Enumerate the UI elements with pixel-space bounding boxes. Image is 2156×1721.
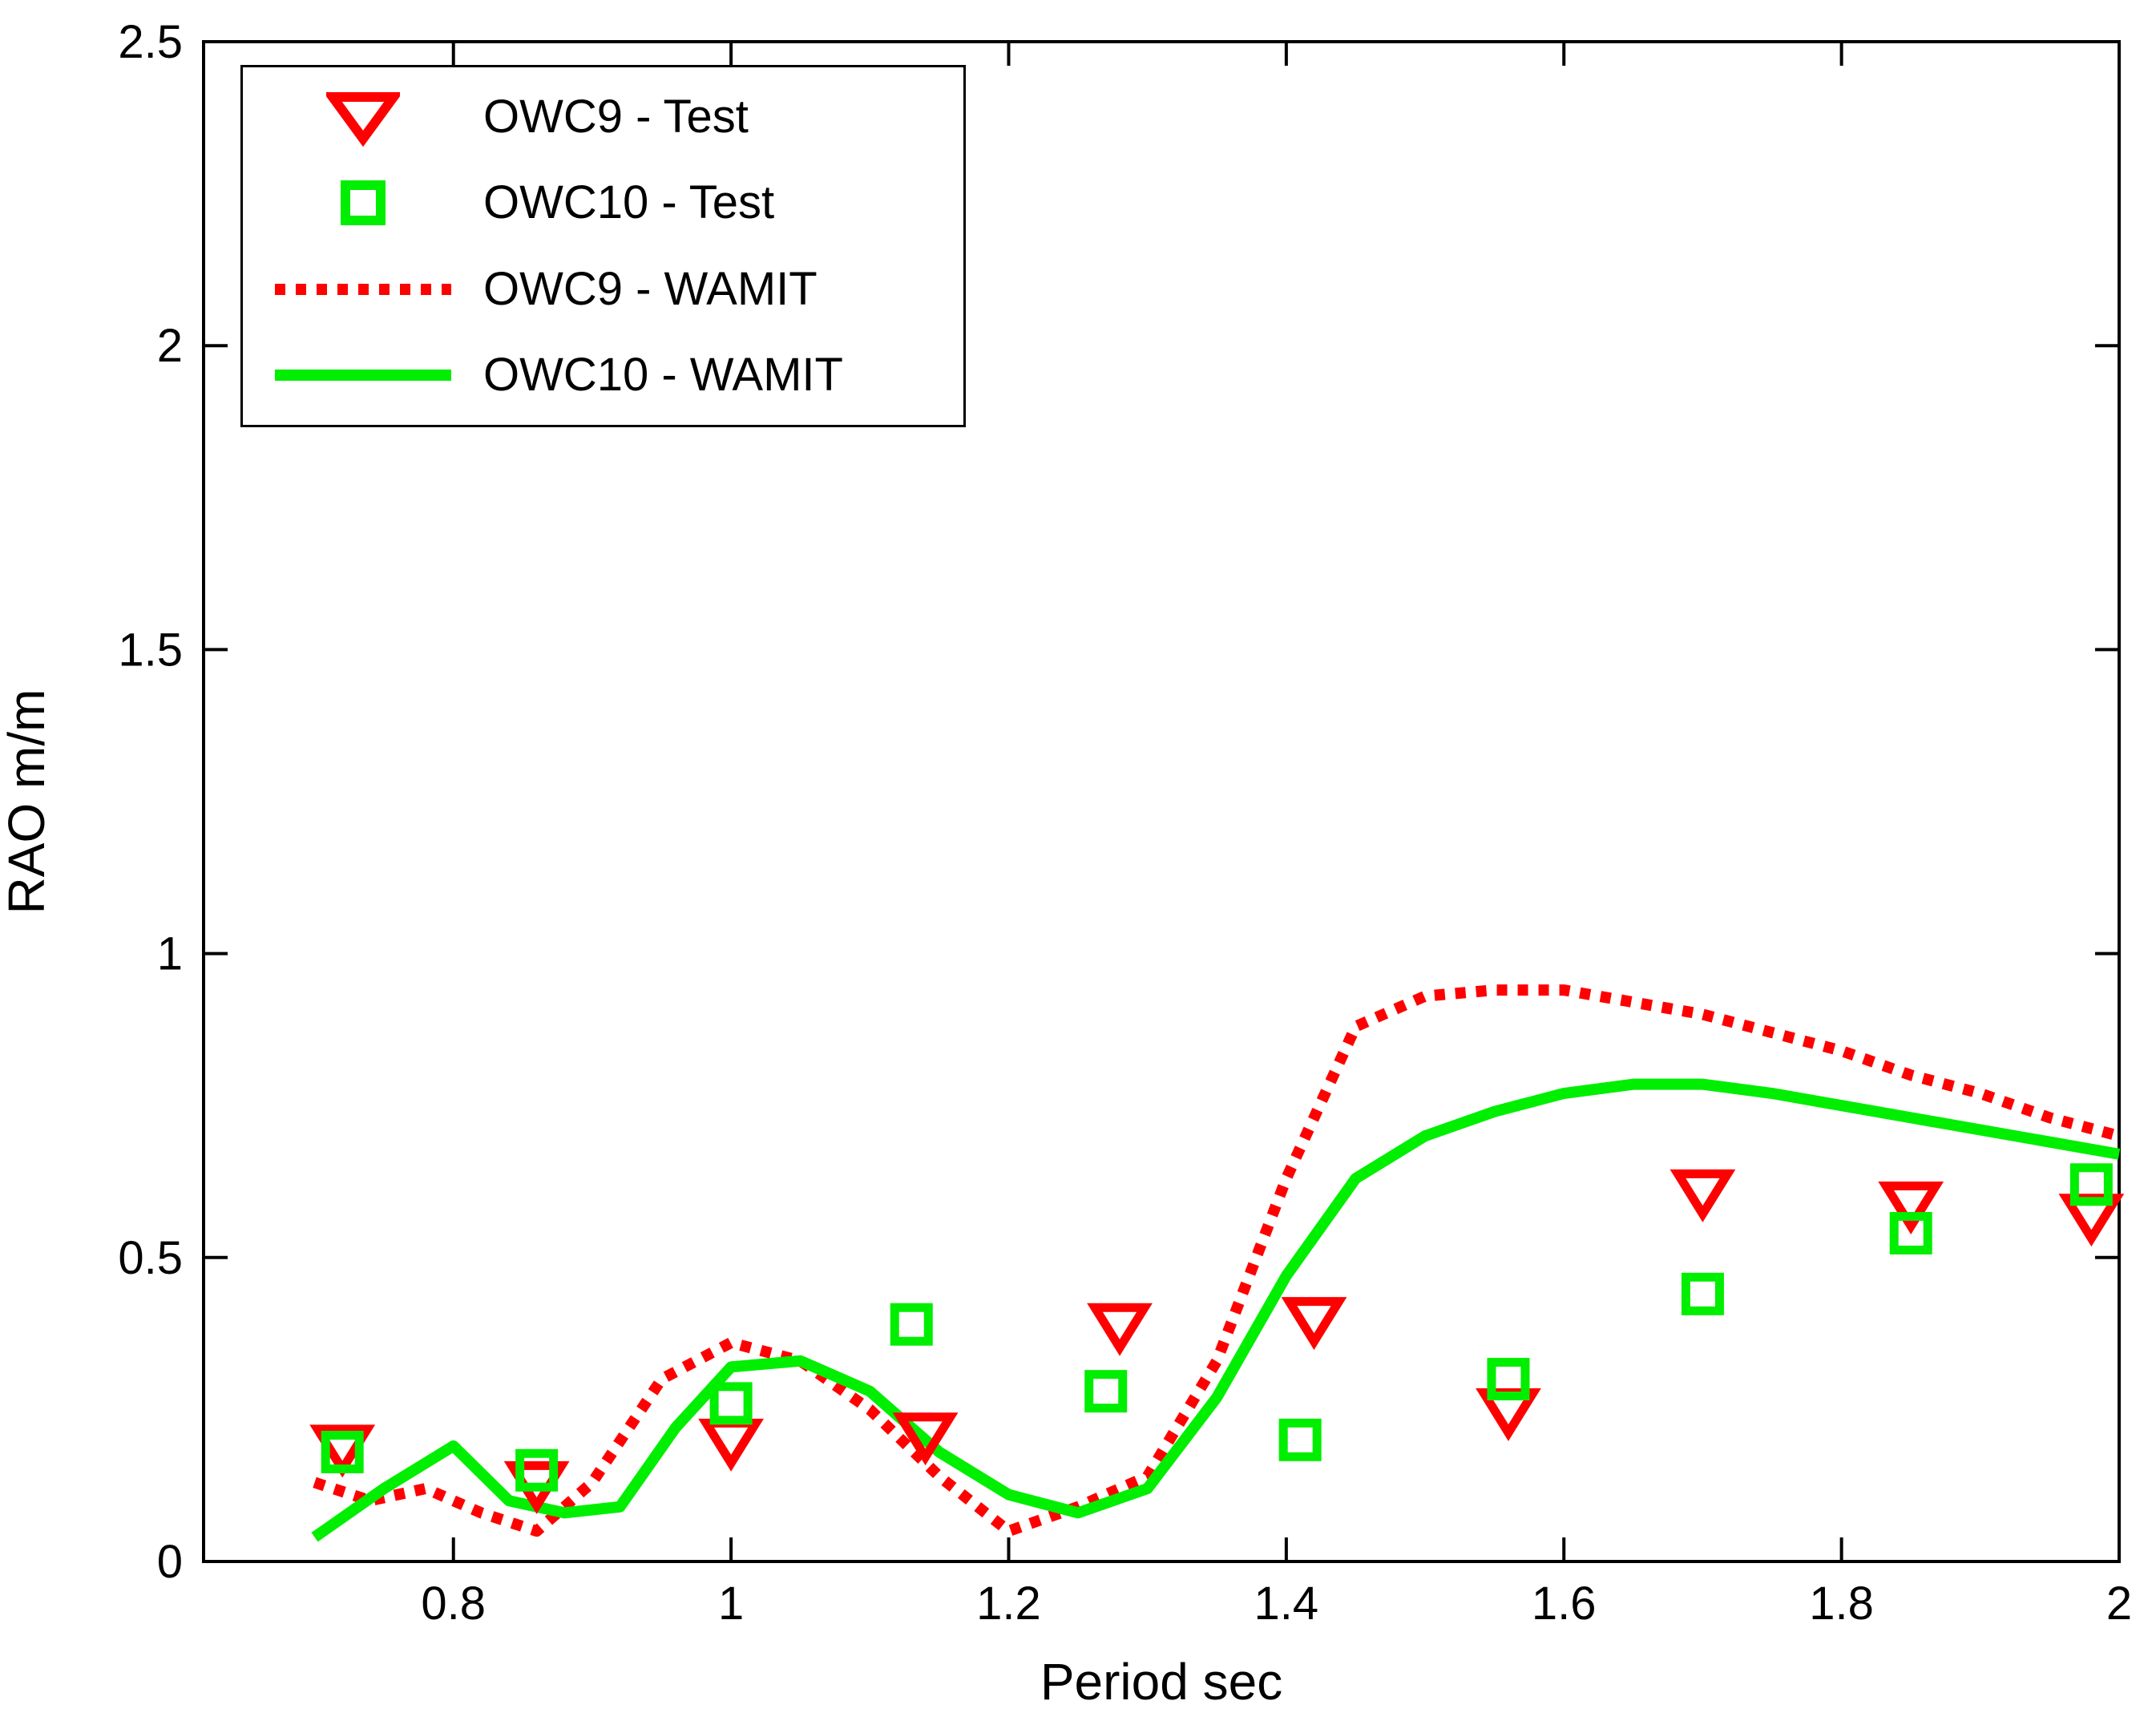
x-tick-label: 1.6 bbox=[1532, 1578, 1597, 1630]
legend-label: OWC10 - WAMIT bbox=[483, 349, 843, 402]
legend-item-owc10-test: OWC10 - Test bbox=[243, 160, 963, 247]
marker-OWC9 - Test bbox=[1669, 1169, 1736, 1222]
marker-OWC9 - Test bbox=[1281, 1297, 1347, 1351]
marker-OWC10 - Test bbox=[1889, 1211, 1932, 1254]
marker-OWC9 - Test bbox=[698, 1418, 764, 1472]
triangle-down-marker-icon bbox=[243, 87, 483, 147]
x-axis-label: Period sec bbox=[1040, 1653, 1282, 1711]
legend-label: OWC10 - Test bbox=[483, 176, 775, 229]
plot-frame bbox=[202, 40, 2121, 1563]
square-marker-icon bbox=[243, 177, 483, 228]
y-tick-label: 1 bbox=[157, 928, 183, 980]
marker-OWC10 - Test bbox=[1084, 1370, 1128, 1413]
legend-label: OWC9 - WAMIT bbox=[483, 262, 818, 315]
marker-OWC9 - Test bbox=[1878, 1182, 1944, 1234]
dotted-line-swatch-icon bbox=[243, 282, 483, 297]
series-line-OWC9 - WAMIT bbox=[313, 984, 2121, 1537]
x-tick-label: 1 bbox=[718, 1578, 744, 1630]
marker-OWC10 - Test bbox=[890, 1303, 933, 1346]
solid-line-swatch-icon bbox=[243, 368, 483, 382]
y-tick-label: 2.5 bbox=[118, 16, 183, 68]
y-axis-label: RAO m/m bbox=[0, 689, 55, 915]
marker-OWC10 - Test bbox=[1278, 1418, 1322, 1461]
marker-OWC10 - Test bbox=[515, 1448, 559, 1492]
y-tick-label: 0 bbox=[157, 1536, 183, 1588]
x-tick-label: 2 bbox=[2106, 1578, 2132, 1630]
series-line-OWC10 - WAMIT bbox=[311, 1078, 2121, 1542]
y-tick-label: 1.5 bbox=[118, 624, 183, 676]
x-tick-label: 1.8 bbox=[1809, 1578, 1874, 1630]
legend: OWC9 - Test OWC10 - Test OWC9 - WAMIT bbox=[240, 65, 966, 427]
marker-OWC10 - Test bbox=[709, 1382, 753, 1425]
legend-item-owc10-wamit: OWC10 - WAMIT bbox=[243, 333, 963, 419]
x-tick-label: 0.8 bbox=[421, 1578, 486, 1630]
marker-OWC9 - Test bbox=[1087, 1303, 1153, 1356]
marker-OWC10 - Test bbox=[2069, 1163, 2113, 1206]
legend-label: OWC9 - Test bbox=[483, 90, 749, 143]
x-tick-label: 1.4 bbox=[1254, 1578, 1319, 1630]
marker-OWC10 - Test bbox=[321, 1430, 364, 1473]
legend-item-owc9-wamit: OWC9 - WAMIT bbox=[243, 246, 963, 333]
marker-OWC10 - Test bbox=[1487, 1357, 1530, 1400]
marker-OWC9 - Test bbox=[892, 1412, 959, 1466]
marker-OWC10 - Test bbox=[1681, 1272, 1724, 1315]
x-tick-label: 1.2 bbox=[976, 1578, 1041, 1630]
legend-item-owc9-test: OWC9 - Test bbox=[243, 74, 963, 160]
y-tick-label: 0.5 bbox=[118, 1232, 183, 1284]
y-tick-label: 2 bbox=[157, 320, 183, 372]
